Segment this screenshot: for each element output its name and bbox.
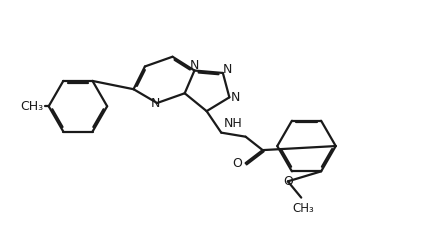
Text: CH₃: CH₃ [293,202,314,215]
Text: N: N [231,91,241,104]
Text: O: O [283,175,293,188]
Text: N: N [150,97,160,110]
Text: N: N [190,59,199,72]
Text: CH₃: CH₃ [20,100,44,113]
Text: NH: NH [224,117,243,130]
Text: N: N [223,63,232,76]
Text: O: O [232,157,242,170]
